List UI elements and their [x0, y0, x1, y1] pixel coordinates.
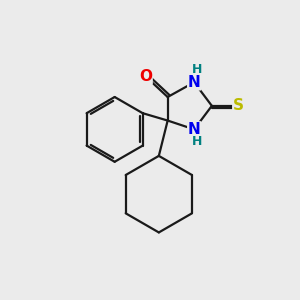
Text: H: H [192, 63, 202, 76]
Text: S: S [233, 98, 244, 113]
Text: O: O [139, 69, 152, 84]
Text: N: N [188, 122, 200, 137]
Text: N: N [188, 75, 200, 90]
Text: H: H [192, 135, 202, 148]
